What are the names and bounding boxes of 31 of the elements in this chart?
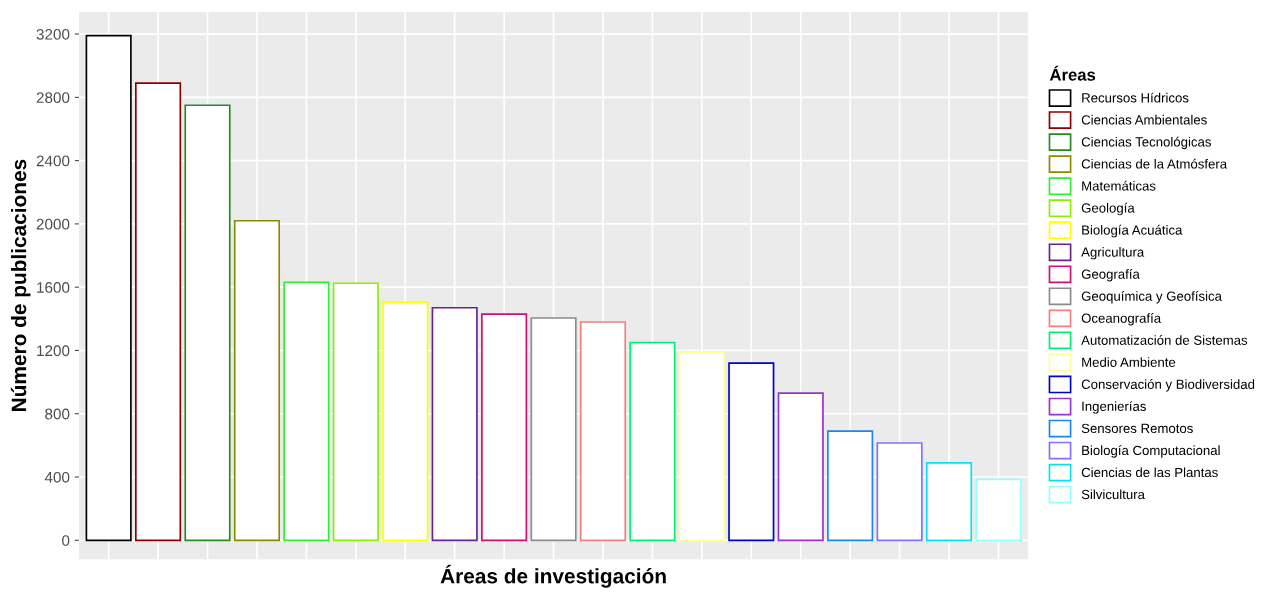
- y-tick-label: 3200: [36, 28, 70, 40]
- legend-label: Automatización de Sistemas: [1081, 335, 1248, 345]
- y-tick-label: 2400: [36, 155, 70, 167]
- y-tick-label: 2800: [36, 92, 70, 104]
- legend-label: Ingenierías: [1082, 401, 1146, 414]
- y-axis-title: Número de publicaciones: [10, 159, 31, 411]
- legend-label: Matemáticas: [1082, 180, 1156, 191]
- legend-label: Silvicultura: [1081, 489, 1145, 500]
- legend-label: Geoquímica y Geofísica: [1081, 290, 1222, 304]
- legend-label: Ciencias de la Atmósfera: [1081, 158, 1228, 169]
- legend-title: Áreas: [1049, 65, 1096, 81]
- legend-label: Medio Ambiente: [1082, 357, 1176, 367]
- x-axis-title: Áreas de investigación: [440, 564, 666, 588]
- y-tick-label: 400: [44, 471, 70, 483]
- legend-label: Sensores Remotos: [1081, 423, 1193, 434]
- legend-label: Biología Acuática: [1082, 224, 1183, 238]
- legend-label: Agricultura: [1081, 247, 1145, 260]
- legend-label: Oceanografía: [1081, 313, 1162, 326]
- legend-label: Conservación y Biodiversidad: [1081, 379, 1255, 392]
- legend-label: Geología: [1081, 202, 1135, 216]
- legend-label: Biología Computacional: [1082, 445, 1220, 458]
- y-tick-label: 1200: [37, 345, 70, 357]
- legend-label: Geografía: [1081, 268, 1140, 282]
- y-tick-label: 0: [62, 535, 70, 546]
- legend-label: Ciencias de las Plantas: [1081, 467, 1218, 478]
- y-tick-label: 2000: [36, 218, 70, 230]
- legend-label: Recursos Hídricos: [1082, 92, 1189, 103]
- legend-label: Ciencias Ambientales: [1081, 114, 1207, 125]
- y-tick-label: 800: [45, 408, 70, 420]
- y-tick-label: 1600: [37, 282, 70, 293]
- legend-label: Ciencias Tecnológicas: [1081, 136, 1211, 150]
